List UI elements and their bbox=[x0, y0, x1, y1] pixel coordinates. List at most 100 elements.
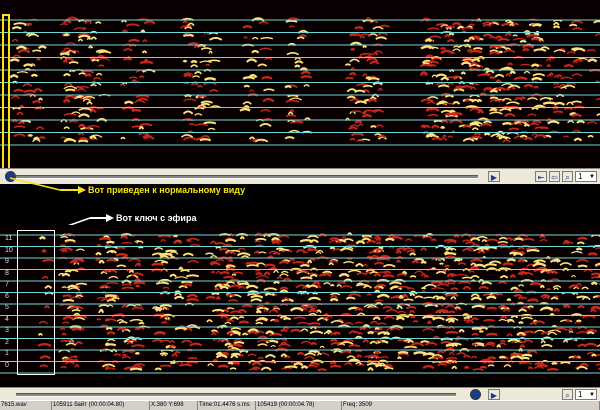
spectrogram-mark bbox=[281, 354, 286, 356]
spectrogram-mark bbox=[160, 305, 172, 306]
spectrogram-mark bbox=[469, 65, 480, 67]
spectrogram-mark bbox=[242, 305, 252, 306]
spectrogram-mark bbox=[448, 136, 452, 137]
spectrogram-mark bbox=[63, 295, 71, 296]
spectrogram-mark bbox=[521, 317, 532, 319]
spectrogram-mark bbox=[299, 35, 306, 36]
spectrogram-mark bbox=[533, 25, 541, 26]
spectrogram-mark bbox=[324, 332, 329, 334]
spectrogram-mark bbox=[334, 351, 342, 353]
spectrogram-mark bbox=[17, 72, 28, 73]
spectrogram-mark bbox=[472, 334, 478, 335]
bottom-zoom-button[interactable]: ⌕ bbox=[562, 389, 573, 400]
spectrogram-mark bbox=[340, 342, 353, 344]
spectrogram-mark bbox=[378, 89, 382, 91]
spectrogram-mark bbox=[136, 96, 149, 98]
spectrogram-mark bbox=[136, 286, 139, 288]
spectrogram-mark bbox=[596, 364, 600, 365]
spectrogram-mark bbox=[506, 74, 510, 76]
spectrogram-mark bbox=[499, 343, 506, 345]
spectrogram-mark bbox=[240, 355, 243, 357]
spectrogram-mark bbox=[595, 34, 600, 36]
spectrogram-mark bbox=[471, 276, 479, 278]
spectrogram-mark bbox=[404, 347, 416, 348]
spectrogram-mark bbox=[547, 65, 550, 67]
spectrogram-mark bbox=[105, 295, 116, 296]
spectrogram-mark bbox=[12, 27, 21, 29]
spectrogram-mark bbox=[279, 344, 291, 346]
spectrogram-mark bbox=[297, 250, 306, 252]
spectrogram-mark bbox=[452, 367, 456, 369]
bottom-scroll-thumb[interactable] bbox=[470, 389, 481, 400]
spectrogram-mark bbox=[596, 248, 600, 249]
spectrogram-mark bbox=[343, 262, 353, 263]
spectrogram-mark bbox=[293, 317, 306, 318]
top-back-button[interactable]: ⇦ bbox=[549, 171, 560, 182]
spectrogram-mark bbox=[447, 317, 450, 318]
spectrogram-mark bbox=[369, 252, 379, 253]
spectrogram-mark bbox=[175, 328, 187, 329]
spectrogram-mark bbox=[237, 253, 250, 255]
spectrogram-mark bbox=[99, 52, 111, 53]
spectrogram-mark bbox=[451, 288, 458, 289]
top-jump-start-button[interactable]: ⇤ bbox=[535, 171, 547, 182]
spectrogram-mark bbox=[285, 367, 298, 368]
spectrogram-mark bbox=[129, 40, 139, 41]
spectrogram-mark bbox=[99, 238, 110, 239]
bottom-play-button[interactable]: ▶ bbox=[488, 389, 500, 400]
top-spectrogram[interactable] bbox=[0, 0, 600, 168]
spectrogram-mark bbox=[261, 38, 273, 39]
spectrogram-mark bbox=[330, 248, 334, 249]
spectrogram-mark bbox=[281, 271, 288, 273]
spectrogram-mark bbox=[464, 317, 470, 318]
spectrogram-mark bbox=[341, 286, 352, 288]
spectrogram-mark bbox=[66, 343, 76, 345]
top-scroll-track[interactable] bbox=[16, 175, 478, 179]
spectrogram-mark bbox=[371, 322, 378, 324]
spectrogram-mark bbox=[456, 308, 461, 310]
spectrogram-mark bbox=[530, 323, 536, 325]
spectrogram-mark bbox=[432, 138, 440, 139]
spectrogram-mark bbox=[408, 341, 413, 343]
bottom-scroll-track[interactable] bbox=[16, 393, 456, 397]
frequency-axis-label: 7 bbox=[5, 281, 9, 289]
spectrogram-mark bbox=[280, 274, 289, 276]
spectrogram-mark bbox=[259, 252, 267, 253]
spectrogram-mark bbox=[91, 111, 96, 113]
spectrogram-mark bbox=[188, 241, 191, 242]
spectrogram-mark bbox=[121, 138, 125, 139]
spectrogram-mark bbox=[62, 287, 66, 288]
spectrogram-mark bbox=[125, 102, 133, 104]
spectrogram-mark bbox=[548, 122, 559, 124]
spectrogram-mark bbox=[264, 309, 267, 311]
spectrogram-mark bbox=[464, 40, 469, 41]
top-spectrogram-canvas bbox=[0, 0, 600, 168]
spectrogram-mark bbox=[411, 343, 423, 345]
spectrogram-mark bbox=[532, 78, 542, 80]
spectrogram-mark bbox=[407, 251, 415, 252]
spectrogram-mark bbox=[265, 272, 270, 274]
spectrogram-mark bbox=[220, 272, 229, 274]
top-scroll-thumb[interactable] bbox=[5, 171, 16, 182]
bottom-zoom-select[interactable]: 1 ▼ bbox=[575, 389, 597, 400]
spectrogram-mark bbox=[528, 367, 532, 369]
spectrogram-mark bbox=[507, 334, 512, 336]
spectrogram-mark bbox=[195, 114, 202, 116]
spectrogram-mark bbox=[524, 331, 535, 332]
spectrogram-mark bbox=[65, 83, 72, 85]
frequency-axis-label: 0 bbox=[5, 362, 9, 370]
spectrogram-mark bbox=[116, 254, 128, 256]
spectrogram-mark bbox=[499, 282, 507, 284]
top-play-button[interactable]: ▶ bbox=[488, 171, 500, 182]
spectrogram-mark bbox=[238, 248, 246, 250]
spectrogram-mark bbox=[371, 307, 379, 308]
spectrogram-mark bbox=[303, 287, 306, 289]
spectrogram-mark bbox=[363, 340, 368, 342]
spectrogram-mark bbox=[152, 253, 164, 255]
spectrogram-mark bbox=[78, 133, 83, 135]
spectrogram-mark bbox=[554, 23, 559, 25]
top-zoom-button[interactable]: ⌕ bbox=[562, 171, 573, 182]
spectrogram-mark bbox=[355, 322, 362, 323]
top-zoom-select[interactable]: 1 ▼ bbox=[575, 171, 597, 182]
